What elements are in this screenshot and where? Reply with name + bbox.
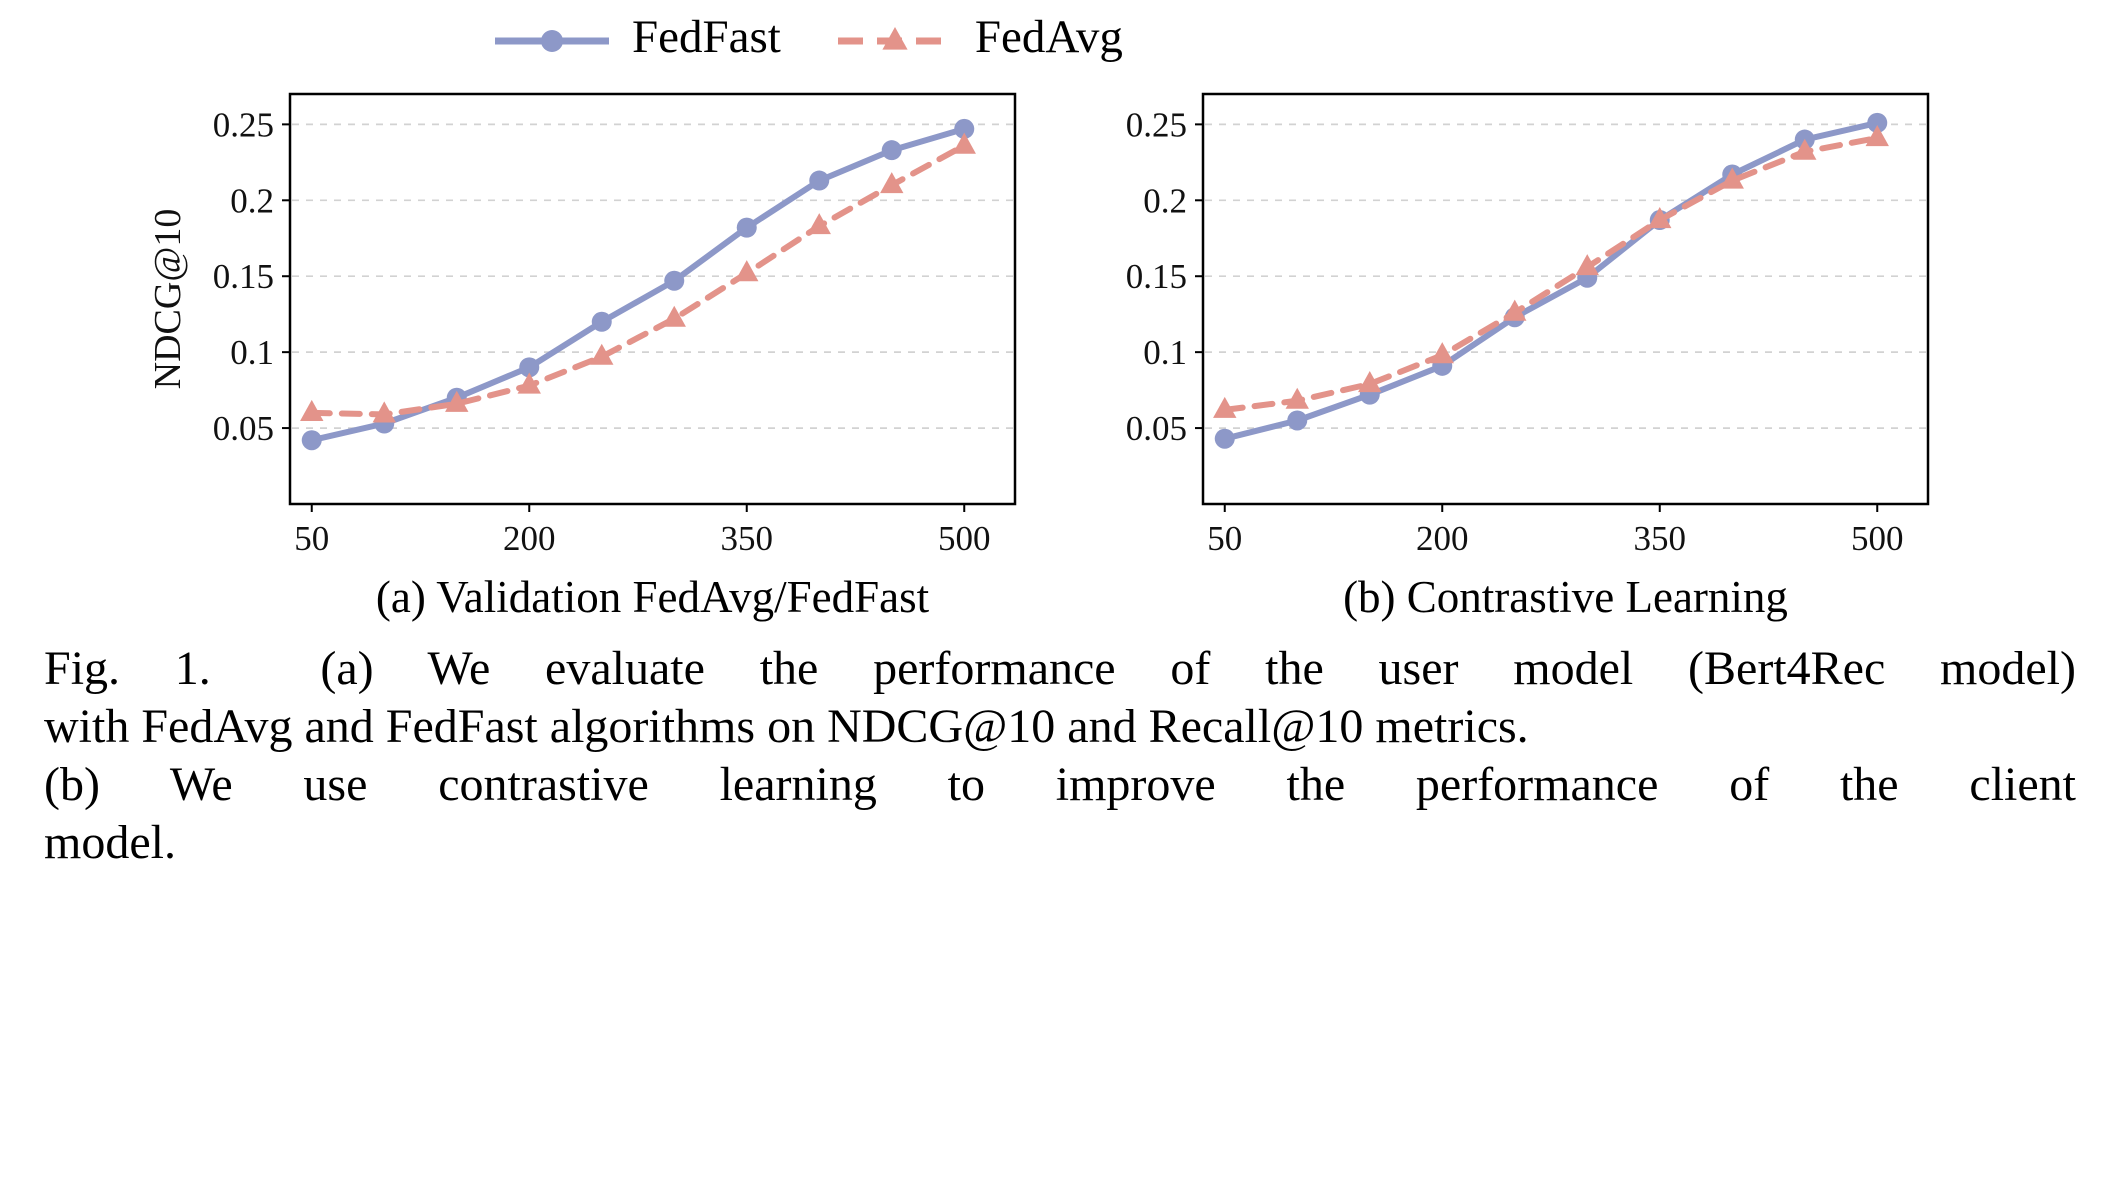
caption-line-2: with FedAvg and FedFast algorithms on ND… [44,700,1529,753]
svg-text:0.2: 0.2 [230,181,274,220]
chart-b-contrastive-learning: 0.05 0.1 0.15 0.2 0.25 50 200 350 500 (b) Contra… [1093,78,1943,623]
chart-legend: FedFast FedAvg [492,14,1123,67]
svg-text:0.05: 0.05 [213,409,274,448]
legend-item-fedavg: FedAvg [835,14,1123,67]
figure-caption: Fig. 1. (a) We evaluate the performance … [44,640,2076,872]
svg-text:0.25: 0.25 [1126,105,1187,144]
svg-text:350: 350 [721,519,774,558]
svg-text:500: 500 [938,519,991,558]
legend-label-fedfast: FedFast [632,11,781,63]
chart-b-subcaption: (b) Contrastive Learning [1343,572,1788,622]
svg-text:50: 50 [294,519,329,558]
caption-line-1: Fig. 1. (a) We evaluate the performance … [44,642,2076,695]
svg-text:0.15: 0.15 [1126,257,1187,296]
svg-text:NDCG@10: NDCG@10 [147,209,189,390]
svg-text:0.05: 0.05 [1126,409,1187,448]
svg-text:500: 500 [1851,519,1904,558]
legend-item-fedfast: FedFast [492,14,781,67]
caption-line-3: (b) We use contrastive learning to impro… [44,758,2076,811]
fedfast-line-marker-icon [495,29,609,52]
chart-b-plot: 0.05 0.1 0.15 0.2 0.25 50 200 350 500 [1126,92,1930,558]
chart-a-subcaption: (a) Validation FedAvg/FedFast [375,572,930,622]
legend-label-fedavg: FedAvg [974,11,1123,63]
svg-text:200: 200 [503,519,556,558]
svg-text:50: 50 [1207,519,1242,558]
svg-text:0.1: 0.1 [230,333,274,372]
svg-text:350: 350 [1634,519,1687,558]
caption-line-4: model. [44,816,176,869]
fedavg-line-marker-icon [837,26,952,50]
svg-text:0.2: 0.2 [1143,181,1187,220]
svg-text:0.1: 0.1 [1143,333,1187,372]
chart-a-plot: 0.05 0.1 0.15 0.2 0.25 50 200 350 500 NDCG@10 [147,92,1017,558]
svg-text:0.15: 0.15 [213,257,274,296]
chart-a-validation-fedavg-fedfast: 0.05 0.1 0.15 0.2 0.25 50 200 350 500 NDCG@10 (a)… [140,78,1030,623]
svg-text:0.25: 0.25 [213,105,274,144]
svg-text:200: 200 [1416,519,1469,558]
